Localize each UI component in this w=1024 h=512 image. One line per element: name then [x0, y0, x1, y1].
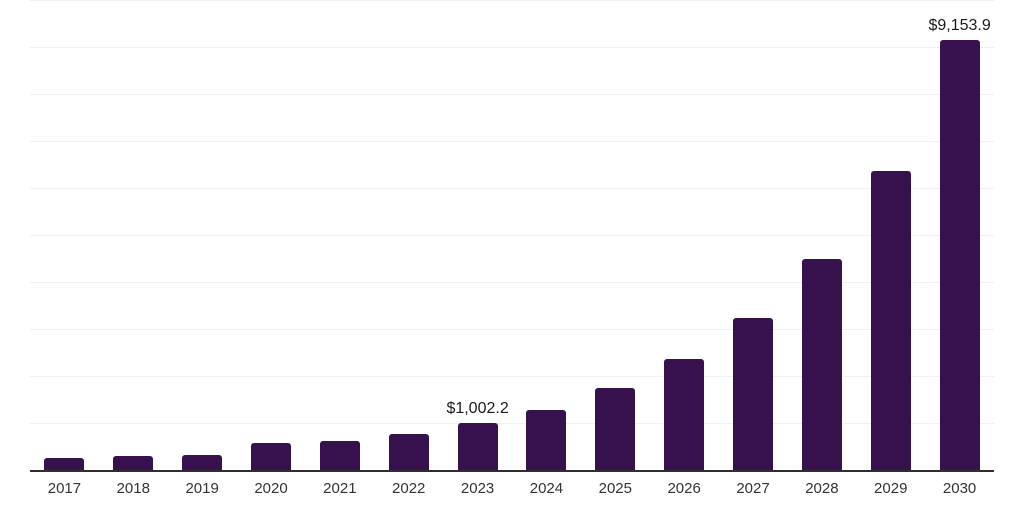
gridline-2000: [30, 376, 994, 377]
plot-area: $1,002.2 $9,153.9: [30, 0, 994, 472]
x-label-2027: 2027: [736, 480, 770, 497]
x-label-2024: 2024: [529, 480, 564, 497]
gridline-6000: [30, 188, 994, 189]
gridline-1000: [30, 423, 994, 424]
bar-2030: [939, 39, 980, 470]
x-label-2023: 2023: [460, 480, 495, 497]
bar-2023: [457, 422, 498, 470]
bar-2026: [664, 359, 705, 470]
data-label-2030: $9,153.9: [928, 16, 991, 34]
x-label-2021: 2021: [323, 480, 357, 497]
bar-chart: $1,002.2 $9,153.9 2017 2018 2019 2020 2021 202…: [30, 0, 994, 496]
data-label-2023: $1,002.2: [446, 399, 509, 417]
bar-slot-2024: [512, 0, 581, 470]
gridline-9000: [30, 47, 994, 48]
bar-2024: [526, 409, 567, 470]
x-label-2025: 2025: [598, 480, 632, 497]
x-label-2018: 2018: [116, 480, 150, 497]
x-label-2017: 2017: [47, 480, 82, 497]
bar-slot-2026: [650, 0, 719, 470]
bar-slot-2029: [856, 0, 925, 470]
x-label-2020: 2020: [254, 480, 288, 497]
bar-2028: [801, 258, 842, 470]
bar-slot-2025: [581, 0, 650, 470]
bar-2022: [388, 433, 429, 470]
x-label-2019: 2019: [185, 480, 219, 497]
gridline-8000: [30, 94, 994, 95]
gridline-5000: [30, 235, 994, 236]
bar-2019: [182, 454, 223, 470]
bar-slot-2030: $9,153.9: [925, 0, 994, 470]
bar-slot-2023: $1,002.2: [443, 0, 512, 470]
x-axis-line: [30, 470, 994, 472]
bar-2020: [251, 442, 291, 470]
x-label-2028: 2028: [805, 480, 839, 497]
bar-2029: [870, 170, 911, 470]
bar-slot-2028: [787, 0, 856, 470]
bar-slot-2018: [99, 0, 168, 470]
x-label-2026: 2026: [667, 480, 701, 497]
gridline-7000: [30, 141, 994, 142]
bar-2017: [44, 457, 85, 470]
gridline-10000: [30, 0, 994, 1]
bar-2021: [319, 441, 360, 470]
bar-slot-2017: [30, 0, 99, 470]
x-label-2022: 2022: [392, 480, 426, 497]
x-label-2030: 2030: [942, 480, 977, 497]
bar-slot-2019: [168, 0, 237, 470]
gridline-4000: [30, 282, 994, 283]
bar-2025: [595, 387, 636, 470]
x-label-2029: 2029: [874, 480, 908, 497]
bar-slot-2020: [237, 0, 306, 470]
bar-slot-2022: [374, 0, 443, 470]
bar-2018: [113, 456, 154, 470]
gridline-3000: [30, 329, 994, 330]
x-axis-labels: 2017 2018 2019 2020 2021 2022 2023 2024 2025 2026…: [30, 481, 994, 496]
bar-slot-2021: [305, 0, 374, 470]
bar-slot-2027: [719, 0, 788, 470]
bar-2027: [733, 317, 774, 470]
